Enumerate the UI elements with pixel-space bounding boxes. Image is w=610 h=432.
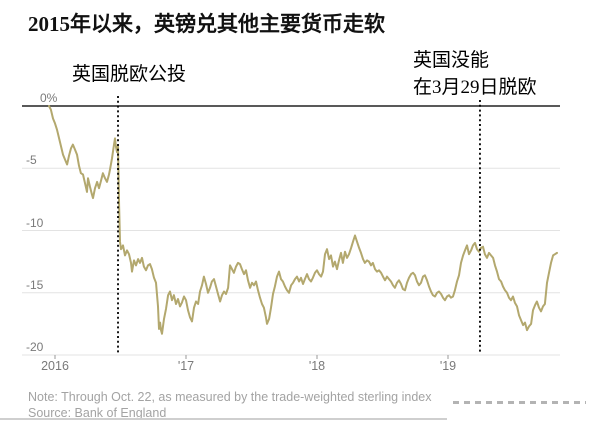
y-tick-label: -15 [26,277,44,292]
x-tick-label: '17 [177,359,195,373]
march29-annotation-line1: 英国没能 [413,50,490,71]
chart-title: 2015年以来，英镑兑其他主要货币走软 [28,12,385,36]
x-tick-label: '19 [439,359,457,373]
x-tick-label: 2016 [41,359,69,373]
march29-annotation: 英国没能 在3月29日脱欧 [413,47,537,101]
bottom-rule [0,418,447,420]
brexit-referendum-annotation-text: 英国脱欧公投 [72,64,187,85]
y-tick-label: -10 [26,215,44,230]
y-tick-label: -5 [26,153,37,168]
x-tick-label: '18 [308,359,326,373]
y-tick-label: -20 [26,340,44,354]
march29-annotation-line2: 在3月29日脱欧 [413,77,537,98]
sterling-index-line [48,105,558,335]
brexit-referendum-annotation: 英国脱欧公投 [72,61,186,88]
note-text: Note: Through Oct. 22, as measured by th… [28,390,432,404]
y-tick-label: 0% [40,91,58,105]
cropped-watermark-fragment [453,401,586,404]
source-text: Source: Bank of England [28,406,167,420]
